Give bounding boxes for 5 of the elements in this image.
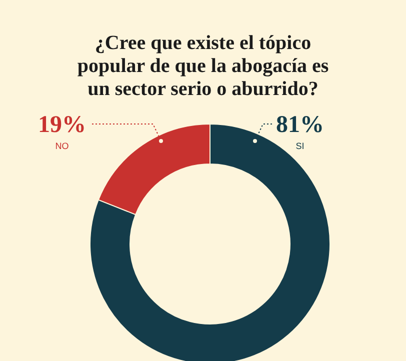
data-label: 19%	[38, 112, 86, 138]
slice-label: SI	[296, 141, 304, 151]
data-label: 81%	[276, 112, 324, 138]
chart-title: ¿Cree que existe el tópico popular de que la abogacía es un sector serio o aburrido?	[76, 31, 330, 102]
slice-label: NO	[55, 141, 69, 151]
